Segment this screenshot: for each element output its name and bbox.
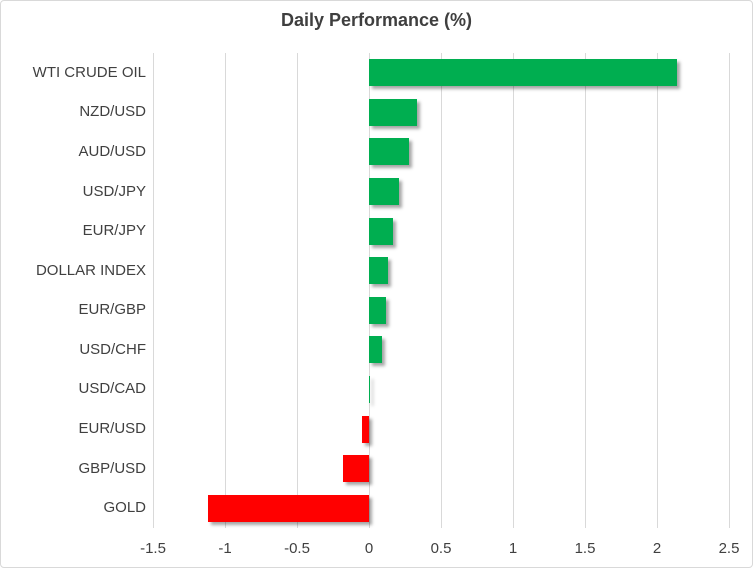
bar-gbp-usd [343,455,369,483]
bar-usd-cad [369,375,371,403]
x-tick-label: 2 [652,540,662,557]
category-label: WTI CRUDE OIL [32,63,146,81]
category-label: EUR/GBP [78,301,146,319]
x-tick-label: 0 [364,540,374,557]
category-label: GOLD [103,499,146,517]
bar-aud-usd [369,138,410,166]
gridline [512,53,514,528]
chart-title: Daily Performance (%) [280,10,473,30]
category-label: EUR/JPY [82,222,146,240]
gridline [152,53,154,528]
bar-eur-gbp [369,296,387,324]
gridline [584,53,586,528]
bar-eur-jpy [369,217,394,245]
category-label: USD/JPY [82,182,146,200]
x-tick-label: -1 [218,540,232,557]
bar-wti-crude-oil [369,59,678,87]
bar-usd-jpy [369,178,400,206]
x-tick-label: 2.5 [718,540,740,557]
gridline [224,53,226,528]
x-tick-label: -0.5 [284,540,310,557]
category-label: USD/CAD [78,380,146,398]
x-tick-label: 1 [508,540,518,557]
bar-usd-chf [369,336,382,364]
gridline [656,53,658,528]
bar-dollar-index [369,257,388,285]
bar-gold [207,494,369,522]
bar-eur-usd [361,415,369,443]
gridline [368,53,370,528]
category-label: NZD/USD [79,103,146,121]
x-tick-label: 1.5 [574,540,596,557]
gridline [728,53,730,528]
category-label: EUR/USD [78,420,146,438]
category-label: DOLLAR INDEX [35,261,146,279]
gridline [296,53,298,528]
gridline [440,53,442,528]
x-tick-label: 0.5 [430,540,452,557]
category-label: USD/CHF [79,340,146,358]
category-label: AUD/USD [78,142,146,160]
x-tick-label: -1.5 [140,540,166,557]
bar-nzd-usd [369,98,417,126]
category-label: GBP/USD [78,459,146,477]
